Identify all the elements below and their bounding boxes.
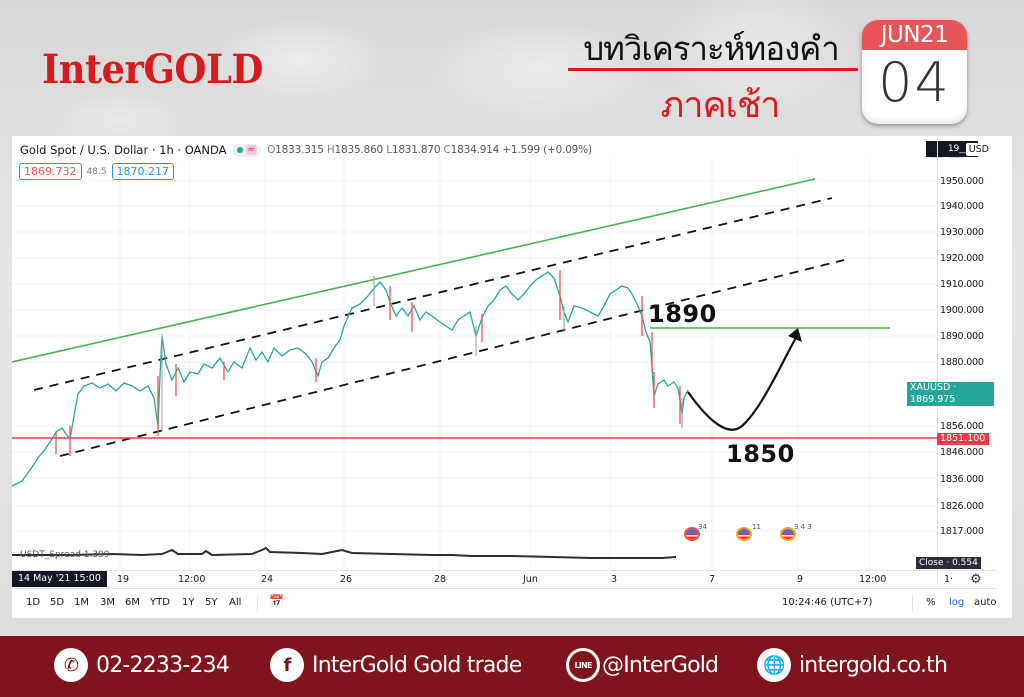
resistance-label: 1890 [648, 300, 717, 328]
calendar-day: 04 [878, 51, 951, 114]
y-tick: 1930.000 [940, 227, 984, 238]
economic-event-icon[interactable] [684, 527, 700, 541]
footer-website[interactable]: 🌐 intergold.co.th [757, 648, 948, 682]
spread-value: 48.5 [86, 166, 107, 177]
y-tick: 1846.000 [940, 447, 984, 458]
upper-trendline [12, 178, 816, 363]
projection-arrow [687, 333, 799, 431]
range-5d[interactable]: 5D [50, 597, 65, 608]
intergold-logo: InterGOLD [42, 46, 263, 93]
footer-line[interactable]: LINE @InterGold [566, 648, 719, 682]
buy-button[interactable]: 1870.217 [111, 163, 175, 180]
date-range-icon[interactable]: 📅 [269, 594, 284, 608]
support-label: 1850 [726, 440, 795, 468]
settings-gear-icon[interactable]: ⚙ [970, 572, 982, 587]
wick-lines [161, 276, 683, 432]
indicator-legend[interactable]: USDT_Spread 1.399 [20, 550, 110, 560]
facebook-icon: f [270, 648, 304, 682]
time-axis[interactable]: 14 May '21 15:00 19 12:00 24 26 28 Jun 3… [12, 570, 996, 588]
trade-prices: 1869.732 48.5 1870.217 [19, 163, 175, 180]
range-1y[interactable]: 1Y [182, 597, 195, 608]
chart-panel[interactable]: Gold Spot / U.S. Dollar · 1h · OANDA ≈ O… [12, 136, 1012, 618]
page-title: บทวิเคราะห์ทองคำ [583, 29, 840, 68]
ohlc-values: O1833.315 H1835.860 L1831.870 C1834.914 … [267, 144, 592, 156]
toolbar-divider [912, 595, 913, 611]
y-axis-divider [937, 136, 938, 582]
title-underline [568, 68, 858, 71]
footer-facebook[interactable]: f InterGold Gold trade [270, 648, 522, 682]
range-1d[interactable]: 1D [26, 597, 41, 608]
price-chart[interactable] [12, 136, 1012, 618]
range-ytd[interactable]: YTD [150, 597, 170, 608]
market-status-pill[interactable]: ≈ [232, 143, 262, 157]
sell-button[interactable]: 1869.732 [19, 163, 82, 180]
channel-upper [33, 197, 833, 391]
globe-icon: 🌐 [757, 648, 791, 682]
top-price-tag: 19__8 [926, 141, 978, 157]
y-tick: 1826.000 [940, 501, 984, 512]
support-price-tag: 1851.100 [937, 433, 989, 445]
price-series-up [12, 271, 689, 487]
range-1m[interactable]: 1M [74, 597, 89, 608]
y-tick: 1836.000 [940, 474, 984, 485]
chart-legend: Gold Spot / U.S. Dollar · 1h · OANDA ≈ O… [20, 143, 592, 157]
y-tick: 1950.000 [940, 176, 984, 187]
range-6m[interactable]: 6M [125, 597, 140, 608]
calendar-month: JUN21 [862, 20, 967, 50]
clock[interactable]: 10:24:46 (UTC+7) [782, 597, 873, 608]
y-tick: 1817.000 [940, 526, 984, 537]
delay-icon: ≈ [245, 145, 258, 155]
y-tick: 1856.000 [940, 421, 984, 432]
grid-lines [12, 156, 937, 570]
economic-event-icon[interactable] [780, 527, 796, 541]
arrow-head-icon [788, 328, 802, 342]
bottom-toolbar: 1D 5D 1M 3M 6M YTD 1Y 5Y All 📅 10:24:46 … [12, 588, 997, 618]
y-tick: 1940.000 [940, 201, 984, 212]
y-tick: 1880.000 [940, 357, 984, 368]
y-tick: 1910.000 [940, 279, 984, 290]
range-5y[interactable]: 5Y [205, 597, 218, 608]
indicator-close-tag: Close · 0.554 [916, 557, 981, 569]
range-all[interactable]: All [229, 597, 242, 608]
log-toggle[interactable]: log [949, 597, 965, 608]
phone-icon: ✆ [54, 648, 88, 682]
crosshair-date: 14 May '21 15:00 [12, 571, 107, 587]
symbol-title: Gold Spot / U.S. Dollar · 1h · OANDA [20, 143, 227, 157]
range-3m[interactable]: 3M [100, 597, 115, 608]
line-app-icon: LINE [566, 648, 600, 682]
calendar-icon: JUN21 04 [862, 20, 967, 124]
market-open-icon [236, 147, 243, 153]
contact-footer: ✆ 02-2233-234 f InterGold Gold trade LIN… [0, 636, 1024, 697]
toolbar-divider [257, 595, 258, 611]
currency-badge[interactable]: USD [965, 143, 992, 156]
spread-indicator-line [12, 546, 677, 559]
y-tick: 1890.000 [940, 331, 984, 342]
percent-toggle[interactable]: % [926, 597, 936, 608]
down-candles [55, 270, 681, 456]
current-price-tag: XAUUSD · 1869.975 35:14 [907, 382, 994, 417]
footer-phone[interactable]: ✆ 02-2233-234 [54, 648, 230, 682]
auto-toggle[interactable]: auto [974, 597, 997, 608]
channel-lower [59, 259, 845, 457]
y-tick: 1900.000 [940, 305, 984, 316]
page-subtitle: ภาคเช้า [660, 85, 781, 126]
y-tick: 1920.000 [940, 253, 984, 264]
economic-event-icon[interactable] [736, 527, 752, 541]
